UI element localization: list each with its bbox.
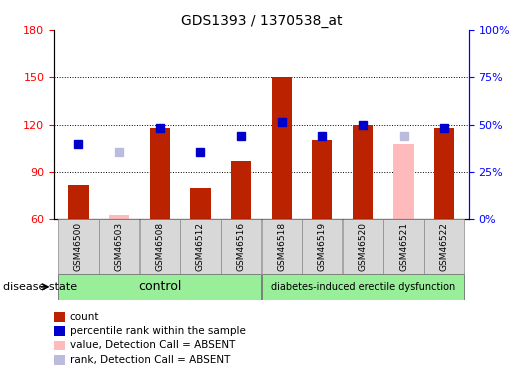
Text: rank, Detection Call = ABSENT: rank, Detection Call = ABSENT bbox=[70, 355, 230, 364]
Text: control: control bbox=[138, 280, 181, 293]
Bar bbox=[190, 188, 211, 219]
Bar bbox=[393, 144, 414, 219]
Bar bbox=[58, 219, 98, 274]
Text: value, Detection Call = ABSENT: value, Detection Call = ABSENT bbox=[70, 340, 235, 350]
Text: GSM46518: GSM46518 bbox=[277, 222, 286, 271]
Bar bbox=[221, 219, 261, 274]
Bar bbox=[302, 219, 342, 274]
Bar bbox=[353, 124, 373, 219]
Text: GSM46500: GSM46500 bbox=[74, 222, 83, 271]
Bar bbox=[343, 219, 383, 274]
Bar bbox=[140, 219, 180, 274]
Bar bbox=[109, 214, 129, 219]
Bar bbox=[262, 274, 465, 300]
Bar bbox=[68, 184, 89, 219]
Text: diabetes-induced erectile dysfunction: diabetes-induced erectile dysfunction bbox=[271, 282, 455, 292]
Text: GSM46522: GSM46522 bbox=[440, 222, 449, 271]
Bar bbox=[384, 219, 424, 274]
Bar bbox=[434, 128, 454, 219]
Bar bbox=[180, 219, 220, 274]
Bar bbox=[271, 77, 292, 219]
Text: disease state: disease state bbox=[3, 282, 77, 292]
Text: GSM46503: GSM46503 bbox=[115, 222, 124, 271]
Text: count: count bbox=[70, 312, 99, 322]
Text: GSM46516: GSM46516 bbox=[236, 222, 246, 271]
Text: GSM46519: GSM46519 bbox=[318, 222, 327, 271]
Text: GSM46508: GSM46508 bbox=[155, 222, 164, 271]
Text: percentile rank within the sample: percentile rank within the sample bbox=[70, 326, 246, 336]
Bar bbox=[262, 219, 302, 274]
Bar bbox=[99, 219, 139, 274]
Bar bbox=[424, 219, 465, 274]
Text: GSM46520: GSM46520 bbox=[358, 222, 368, 271]
Title: GDS1393 / 1370538_at: GDS1393 / 1370538_at bbox=[181, 13, 342, 28]
Bar bbox=[149, 128, 170, 219]
Bar bbox=[312, 141, 333, 219]
Text: GSM46521: GSM46521 bbox=[399, 222, 408, 271]
Bar bbox=[58, 274, 261, 300]
Bar bbox=[231, 161, 251, 219]
Text: GSM46512: GSM46512 bbox=[196, 222, 205, 271]
